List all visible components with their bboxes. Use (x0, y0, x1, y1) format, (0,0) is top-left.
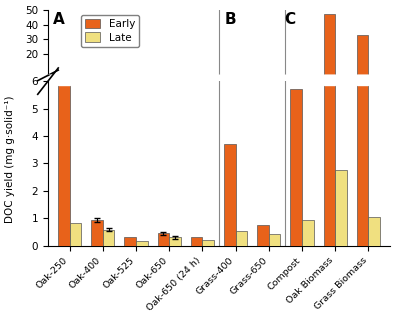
Text: DOC yield (mg g·solid⁻¹): DOC yield (mg g·solid⁻¹) (5, 96, 15, 223)
Bar (191, 237, 202, 246)
Text: A: A (53, 11, 65, 26)
Bar (324, 75, 335, 76)
Bar (158, 233, 169, 246)
Bar (324, 0, 335, 246)
Text: C: C (284, 11, 295, 26)
Bar (324, 14, 335, 84)
Bar (257, 83, 269, 84)
Bar (257, 225, 269, 246)
Bar (136, 241, 148, 246)
Bar (224, 144, 236, 246)
Bar (368, 83, 380, 84)
Bar (269, 234, 280, 246)
Bar (290, 89, 302, 246)
Bar (302, 83, 314, 84)
Bar (357, 0, 368, 246)
Bar (224, 79, 236, 84)
Bar (368, 217, 380, 246)
Bar (335, 170, 347, 246)
Bar (335, 80, 347, 84)
Text: B: B (224, 11, 236, 26)
Bar (357, 35, 368, 84)
Bar (169, 237, 181, 246)
Bar (290, 76, 302, 84)
Bar (302, 220, 314, 246)
Bar (324, 76, 335, 85)
Bar (202, 240, 214, 246)
Bar (124, 237, 136, 246)
Bar (70, 223, 81, 246)
Bar (70, 83, 81, 84)
Bar (91, 83, 103, 84)
Legend: Early, Late: Early, Late (80, 15, 139, 47)
Bar (58, 78, 70, 246)
Bar (236, 231, 247, 246)
Bar (58, 75, 70, 76)
Bar (91, 219, 103, 246)
Bar (357, 75, 368, 76)
Bar (357, 76, 368, 85)
Bar (103, 230, 114, 246)
Bar (58, 76, 70, 85)
Bar (58, 75, 70, 84)
